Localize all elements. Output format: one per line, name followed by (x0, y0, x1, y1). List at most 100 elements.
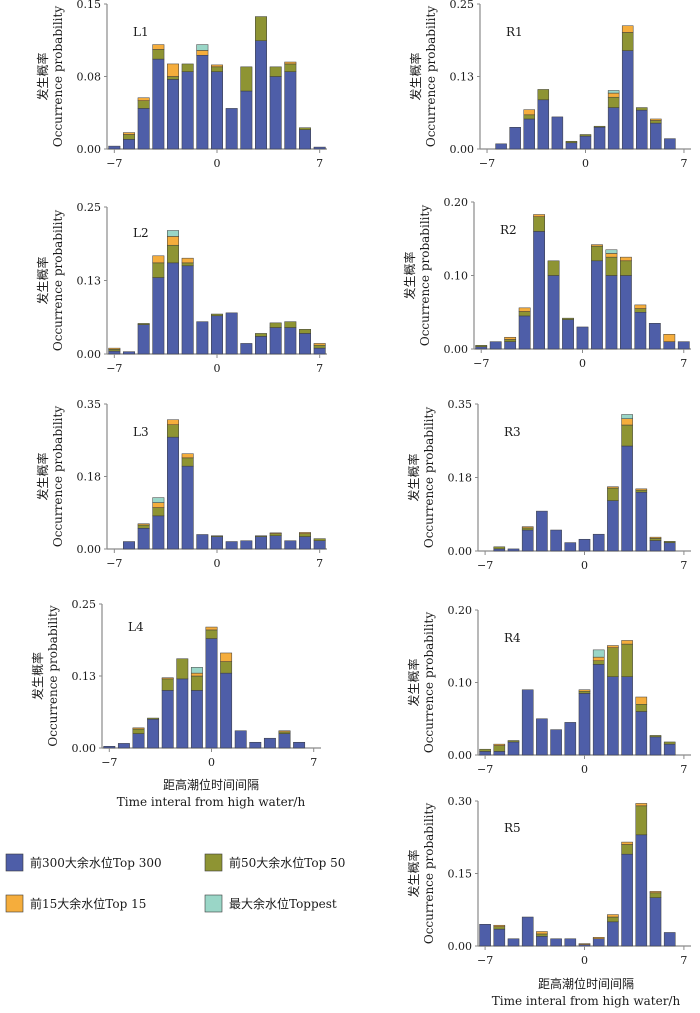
bar-r1-top300--4 (523, 118, 535, 150)
y-tick-label: 0.25 (450, 0, 475, 11)
bar-l3-top300-6 (299, 536, 311, 550)
bar-r5-top300--7 (479, 924, 491, 947)
bar-r2-top50-2 (605, 256, 618, 276)
bar-r2-top300--4 (518, 315, 531, 350)
bar-r4-top300-0 (578, 693, 591, 756)
panel-label: L2 (133, 226, 149, 240)
bar-r5-top300-2 (607, 921, 619, 947)
bar-l4-top300-0 (205, 638, 218, 749)
y-axis-title-cn: 发生概率 (406, 453, 421, 501)
bar-r4-top300--2 (550, 729, 562, 756)
bar-r5-top300-4 (635, 834, 648, 947)
bar-r4-top50-3 (621, 643, 633, 677)
bar-r4-top50--6 (493, 745, 506, 752)
bar-r2-top300-6 (663, 341, 676, 350)
bar-l1-top300-1 (225, 108, 238, 150)
bar-l2-top300--2 (181, 265, 194, 355)
bar-r2-top50-3 (620, 260, 632, 276)
bar-l3-top300--4 (152, 515, 165, 550)
bar-l4-top50-0 (205, 629, 218, 639)
y-tick-label: 0.18 (448, 472, 473, 485)
bar-l1-toppest--1 (196, 44, 209, 51)
bar-r3-top300-2 (607, 500, 619, 552)
bar-l1-top300-6 (299, 129, 311, 150)
bar-r3-top300-4 (635, 491, 648, 552)
x-tick-label: 0 (581, 559, 588, 572)
bar-r5-top15-2 (607, 914, 619, 918)
legend-swatch-top300 (5, 853, 24, 872)
bar-r1-top300--6 (495, 143, 507, 150)
bar-r4-top15-0 (578, 689, 591, 692)
bar-r1-top50--1 (565, 140, 578, 144)
bar-r2-top300--1 (562, 319, 574, 350)
x-tick-label: 7 (316, 362, 323, 375)
bar-r1-top300-5 (650, 122, 662, 150)
x-axis-title-en: Time interal from high water/h (492, 994, 681, 1008)
bar-r4-top50-1 (592, 660, 605, 665)
bar-r2-top15-4 (634, 304, 647, 309)
bar-l4-top15-0 (205, 626, 218, 631)
y-tick-label: 0.00 (77, 543, 102, 556)
bar-r1-top300--3 (537, 99, 550, 150)
bar-l3-top300--5 (137, 528, 150, 550)
y-tick-label: 0.35 (448, 398, 473, 411)
bar-r1-top300-1 (593, 127, 606, 150)
bar-l4-top300-1 (220, 672, 233, 749)
bar-l3-top50-0 (211, 535, 223, 537)
bar-r4-top300-5 (649, 736, 662, 756)
bar-r4-top300-3 (621, 676, 633, 756)
bar-r2-top300-7 (677, 341, 690, 350)
bar-l1-top15-0 (211, 64, 223, 68)
bar-r1-top300--5 (509, 127, 521, 150)
bar-l1-top15--6 (123, 132, 135, 135)
bar-l1-top50-0 (211, 66, 223, 72)
bar-r4-top50-4 (635, 704, 648, 712)
bar-l2-top50--7 (108, 349, 121, 352)
bar-l1-top300-4 (269, 76, 282, 150)
bar-r4-top300-6 (663, 743, 676, 756)
chart-panel-l2: 0.00 0.13 0.25 −7 0 7 L2 发生概率 Occurrence probabi… (35, 201, 327, 375)
bar-r2-top50--1 (562, 317, 574, 320)
bar-r1-top50-0 (579, 134, 592, 137)
bar-r4-top50-6 (663, 741, 676, 745)
bar-l1-top300-0 (211, 71, 223, 150)
bar-l3-top300-3 (255, 536, 267, 550)
bar-r5-top300--2 (550, 938, 562, 947)
bar-r4-top300-2 (607, 676, 619, 756)
chart-panel-r5: 0.00 0.15 0.30 −7 0 7 R5 发生概率 Occurrence probabi… (406, 795, 691, 967)
bar-r3-toppest-3 (621, 414, 633, 419)
bar-l1-top15--3 (167, 63, 179, 77)
bar-r4-top300-1 (592, 664, 605, 756)
x-axis-title-en: Time interal from high water/h (117, 795, 306, 809)
bar-l1-top50-5 (284, 63, 297, 72)
y-axis-title-en: Occurrence probability (422, 407, 436, 548)
x-tick-label: −7 (106, 157, 122, 170)
bar-r1-top15-2 (607, 92, 620, 98)
panel-label: L1 (133, 25, 149, 39)
bar-r4-top300--3 (536, 718, 548, 756)
bar-r4-toppest-1 (592, 649, 605, 658)
bar-r1-top300--2 (551, 116, 564, 150)
bar-r2-top15-3 (620, 256, 632, 262)
bar-l4-top300--2 (176, 678, 189, 749)
bar-l2-top50-7 (313, 344, 326, 349)
bar-l4-top15--3 (161, 677, 174, 680)
bar-r1-top300-4 (636, 109, 648, 150)
y-tick-label: 0.00 (448, 940, 473, 953)
bar-r4-top15-2 (607, 645, 619, 648)
bar-r4-top300--5 (507, 741, 520, 756)
bar-r5-top300--1 (564, 938, 577, 947)
bar-r3-top50--6 (493, 546, 506, 550)
bar-l2-top50--4 (152, 262, 165, 278)
x-tick-label: 7 (680, 357, 687, 370)
bar-r1-top50-2 (607, 96, 620, 108)
bar-r4-top50--7 (479, 748, 491, 752)
bar-l4-top300--6 (117, 743, 130, 749)
bar-r5-top50--6 (493, 926, 506, 930)
panel-label: R2 (500, 223, 517, 237)
chart-panel-r3: 0.00 0.18 0.35 −7 0 7 R3 发生概率 Occurrence probabi… (406, 398, 691, 572)
y-axis-title-cn: 发生概率 (402, 251, 417, 299)
bar-l3-top15--4 (152, 502, 165, 508)
bar-r2-top15-1 (591, 244, 603, 247)
bar-l2-top15--4 (152, 255, 165, 264)
